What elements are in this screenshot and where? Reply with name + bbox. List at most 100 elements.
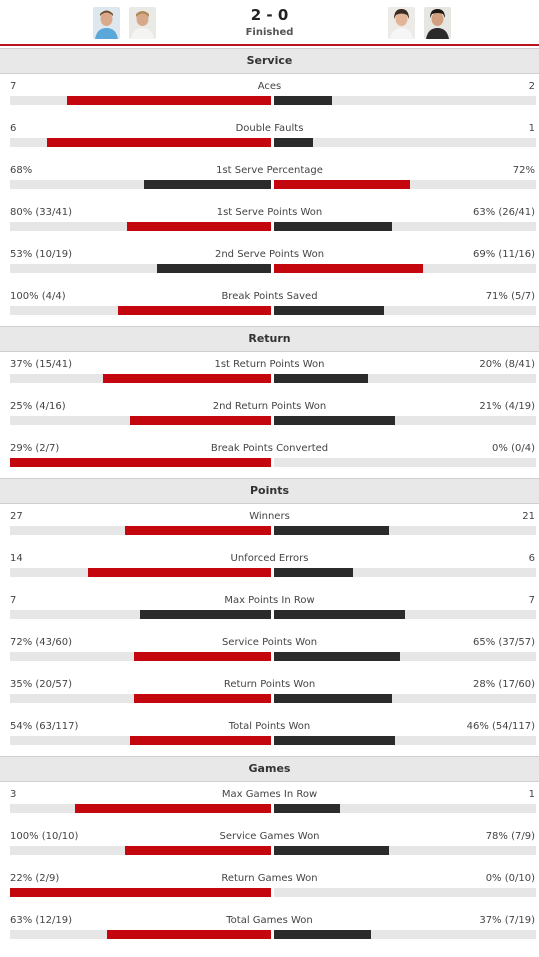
stat-name: 2nd Return Points Won — [212, 401, 327, 412]
stat-bar-away-track — [274, 526, 536, 535]
stat-bar-away-track — [274, 568, 536, 577]
stat-bar-away — [274, 306, 384, 315]
stat-value-away: 1 — [528, 123, 535, 134]
stat-row: 3 Max Games In Row 1 — [0, 788, 539, 828]
stat-bar-home-track — [10, 610, 271, 619]
stat-bar-home — [107, 930, 271, 939]
stat-bar-away-track — [274, 694, 536, 703]
player-avatar-home-2[interactable] — [129, 7, 156, 39]
stat-row: 35% (20/57) Return Points Won 28% (17/60) — [0, 678, 539, 718]
stat-value-away: 46% (54/117) — [466, 721, 535, 732]
stat-bar-home-track — [10, 526, 271, 535]
section-title: Games — [248, 762, 291, 775]
stat-value-away: 1 — [528, 789, 535, 800]
player-avatar-away-2[interactable] — [424, 7, 451, 39]
stat-bar-home-track — [10, 846, 271, 855]
player-avatar-away-1[interactable] — [388, 7, 415, 39]
stat-bar-away — [274, 846, 389, 855]
section-header-service: Service — [0, 48, 539, 74]
stat-bar-home-track — [10, 138, 271, 147]
stat-bar-away-track — [274, 888, 536, 897]
stat-bar-home — [130, 736, 271, 745]
stat-name: Total Games Won — [226, 915, 313, 926]
stat-bar-home-track — [10, 96, 271, 105]
stat-value-home: 35% (20/57) — [10, 679, 73, 690]
stat-name: Break Points Saved — [221, 291, 318, 302]
stat-value-away: 20% (8/41) — [479, 359, 535, 370]
stat-value-away: 71% (5/7) — [485, 291, 535, 302]
section-header-return: Return — [0, 326, 539, 352]
stat-bar-away-track — [274, 930, 536, 939]
stat-bar-home — [10, 458, 271, 467]
avatar-icon — [388, 7, 415, 39]
stat-name: Break Points Converted — [210, 443, 329, 454]
stat-bar-away-track — [274, 610, 536, 619]
stat-row: 6 Double Faults 1 — [0, 122, 539, 162]
avatar-icon — [93, 7, 120, 39]
stat-value-home: 29% (2/7) — [10, 443, 60, 454]
section-title: Return — [248, 332, 291, 345]
stat-name: 1st Return Points Won — [214, 359, 325, 370]
stat-bar-home — [67, 96, 271, 105]
stat-value-away: 37% (7/19) — [479, 915, 535, 926]
stat-value-home: 37% (15/41) — [10, 359, 73, 370]
stat-bar-away — [274, 568, 353, 577]
stat-value-away: 6 — [528, 553, 535, 564]
stat-row: 80% (33/41) 1st Serve Points Won 63% (26/4… — [0, 206, 539, 246]
stat-value-away: 72% — [512, 165, 535, 176]
stat-bar-away-track — [274, 736, 536, 745]
stat-bar-home-track — [10, 888, 271, 897]
stat-bar-away-track — [274, 264, 536, 273]
stat-value-home: 63% (12/19) — [10, 915, 73, 926]
stat-bar-away — [274, 264, 423, 273]
stat-bar-away-track — [274, 804, 536, 813]
stat-value-away: 28% (17/60) — [472, 679, 535, 690]
stat-bar-home — [144, 180, 271, 189]
stat-bar-home-track — [10, 374, 271, 383]
stat-row: 22% (2/9) Return Games Won 0% (0/10) — [0, 872, 539, 912]
stat-row: 100% (4/4) Break Points Saved 71% (5/7) — [0, 290, 539, 330]
stat-value-away: 69% (11/16) — [472, 249, 535, 260]
stat-bar-home — [118, 306, 271, 315]
section-title: Service — [246, 54, 293, 67]
stat-bar-home — [103, 374, 271, 383]
match-score: 2 - 0 — [250, 6, 289, 24]
stat-value-away: 0% (0/10) — [485, 873, 535, 884]
stat-bar-home-track — [10, 804, 271, 813]
stat-bar-home — [10, 888, 271, 897]
stat-bar-away — [274, 694, 392, 703]
stat-value-home: 68% — [10, 165, 33, 176]
stat-bar-home — [127, 222, 271, 231]
stat-bar-away — [274, 374, 368, 383]
stat-bar-home — [130, 416, 271, 425]
stat-row: 68% 1st Serve Percentage 72% — [0, 164, 539, 204]
stat-bar-away — [274, 416, 395, 425]
avatar-icon — [129, 7, 156, 39]
stat-row: 14 Unforced Errors 6 — [0, 552, 539, 592]
stat-bar-away — [274, 652, 400, 661]
stat-value-home: 27 — [10, 511, 23, 522]
player-avatar-home-1[interactable] — [93, 7, 120, 39]
stat-bar-home — [134, 652, 271, 661]
stat-value-home: 7 — [10, 595, 17, 606]
section-title: Points — [249, 484, 290, 497]
stat-row: 63% (12/19) Total Games Won 37% (7/19) — [0, 914, 539, 954]
stat-value-away: 78% (7/9) — [485, 831, 535, 842]
stat-bar-home-track — [10, 930, 271, 939]
stat-bar-home-track — [10, 736, 271, 745]
match-status: Finished — [245, 27, 294, 38]
stat-bar-home-track — [10, 652, 271, 661]
stat-name: Winners — [249, 511, 290, 522]
stat-name: Double Faults — [235, 123, 304, 134]
stat-name: Return Points Won — [223, 679, 316, 690]
stat-value-home: 80% (33/41) — [10, 207, 73, 218]
stat-bar-home — [88, 568, 271, 577]
stat-bar-home-track — [10, 306, 271, 315]
stat-bar-away — [274, 804, 340, 813]
section-header-games: Games — [0, 756, 539, 782]
stat-bar-home-track — [10, 568, 271, 577]
stat-bar-away — [274, 526, 389, 535]
stat-row: 54% (63/117) Total Points Won 46% (54/117) — [0, 720, 539, 760]
stat-name: 1st Serve Points Won — [216, 207, 323, 218]
stat-bar-away-track — [274, 222, 536, 231]
